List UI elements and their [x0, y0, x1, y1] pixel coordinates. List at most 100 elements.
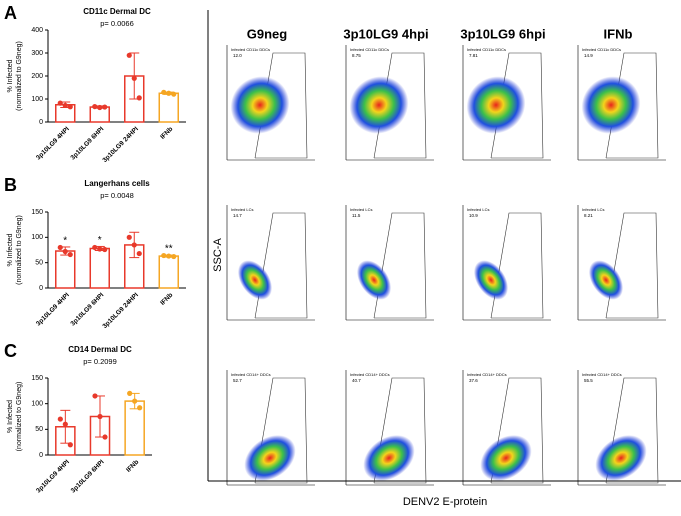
data-point — [57, 416, 63, 422]
cell-cloud — [473, 260, 509, 300]
gate-name: Infected CD14+ DDCs — [350, 372, 390, 377]
y-tick-label: 100 — [31, 401, 43, 408]
chart-subtitle: p= 0.2099 — [83, 357, 117, 366]
data-point — [102, 246, 108, 253]
y-tick-label: 100 — [31, 96, 43, 103]
x-tick-label: IFNb — [159, 126, 174, 141]
y-axis-label: % Infected — [7, 400, 14, 433]
data-point — [67, 442, 73, 448]
cell-cloud — [480, 435, 532, 481]
x-tick-label: 3p10LG9 6HPI — [70, 292, 106, 328]
chart-subtitle: p= 0.0048 — [100, 191, 134, 200]
gate-percent: 8.21 — [584, 213, 593, 218]
chart-subtitle: p= 0.0066 — [100, 19, 134, 28]
gate — [373, 377, 427, 484]
data-point — [127, 390, 133, 396]
cell-cloud — [356, 260, 392, 300]
y-tick-label: 150 — [31, 375, 43, 382]
data-point — [131, 242, 137, 248]
gate-name: Infected CD11c DDCs — [231, 47, 270, 52]
cell-cloud — [581, 76, 641, 134]
cell-cloud — [466, 76, 526, 134]
data-point — [161, 252, 167, 259]
gate-percent: 14.9 — [584, 53, 593, 58]
data-point — [92, 393, 98, 399]
column-header: 3p10LG9 6hpi — [460, 26, 545, 41]
gate — [254, 377, 308, 484]
data-point — [67, 251, 73, 258]
bar — [158, 255, 179, 289]
panel-letter: B — [4, 175, 17, 195]
y-tick-label: 50 — [35, 260, 43, 267]
column-header: G9neg — [247, 26, 288, 41]
data-point — [166, 253, 172, 259]
data-point — [137, 405, 143, 411]
gate-name: Infected LCs — [350, 207, 372, 212]
column-header: 3p10LG9 4hpi — [343, 26, 428, 41]
x-tick-label: 3p10LG9 6HPI — [70, 459, 106, 495]
gate-percent: 14.7 — [233, 213, 242, 218]
data-point — [126, 52, 132, 58]
x-tick-label: 3p10LG9 4HPI — [35, 459, 71, 495]
gate-percent: 10.9 — [469, 213, 478, 218]
y-tick-label: 150 — [31, 209, 43, 216]
panel-letter: A — [4, 3, 17, 23]
gate-name: Infected CD11c DDCs — [350, 47, 389, 52]
x-tick-label: 3p10LG9 4HPI — [35, 292, 71, 328]
y-axis-label: (normalized to G9neg) — [16, 382, 23, 452]
bar — [158, 92, 179, 123]
gate-name: Infected LCs — [582, 207, 604, 212]
data-point — [131, 75, 137, 81]
data-point — [97, 104, 103, 111]
gate-percent: 37.6 — [469, 378, 478, 383]
data-point — [161, 89, 167, 95]
y-tick-label: 0 — [39, 119, 43, 126]
gate — [254, 212, 308, 319]
y-tick-label: 400 — [31, 27, 43, 34]
significance: ** — [165, 244, 173, 255]
cell-cloud — [237, 260, 273, 300]
data-point — [136, 250, 142, 257]
data-point — [102, 104, 108, 110]
column-header: IFNb — [604, 26, 633, 41]
gate-percent: 12.0 — [233, 53, 242, 58]
y-tick-label: 200 — [31, 73, 43, 80]
gate-name: Infected CD14+ DDCs — [582, 372, 622, 377]
chart-title: CD14 Dermal DC — [68, 345, 132, 354]
gate-name: Infected LCs — [467, 207, 489, 212]
gate-name: Infected CD14+ DDCs — [231, 372, 271, 377]
y-axis-label: (normalized to G9neg) — [16, 215, 23, 285]
data-point — [97, 413, 103, 420]
y-axis-label: (normalized to G9neg) — [16, 41, 23, 111]
chart-title: Langerhans cells — [84, 179, 150, 188]
gate — [605, 212, 659, 319]
data-point — [166, 90, 172, 96]
bar — [89, 247, 110, 289]
data-point — [62, 248, 68, 255]
gate-percent: 8.75 — [352, 53, 361, 58]
data-point — [62, 102, 68, 109]
x-tick-label: IFNb — [125, 459, 140, 474]
gate-percent: 7.81 — [469, 53, 478, 58]
gate — [490, 377, 544, 484]
gate-percent: 11.5 — [352, 213, 361, 218]
data-point — [92, 103, 98, 110]
data-point — [126, 234, 132, 240]
cell-cloud — [588, 260, 624, 300]
data-point — [92, 244, 98, 251]
data-point — [62, 421, 68, 427]
data-point — [67, 104, 73, 110]
chart-title: CD11c Dermal DC — [83, 7, 151, 16]
gate-name: Infected LCs — [231, 207, 253, 212]
y-tick-label: 0 — [39, 285, 43, 292]
x-axis-label: DENV2 E-protein — [403, 496, 487, 508]
y-tick-label: 0 — [39, 452, 43, 459]
cell-cloud — [349, 76, 409, 134]
cell-cloud — [230, 76, 290, 134]
y-tick-label: 50 — [35, 426, 43, 433]
cell-cloud — [595, 435, 647, 481]
x-tick-label: IFNb — [159, 292, 174, 307]
x-tick-label: 3p10LG9 6HPI — [70, 126, 106, 162]
gate — [490, 212, 544, 319]
